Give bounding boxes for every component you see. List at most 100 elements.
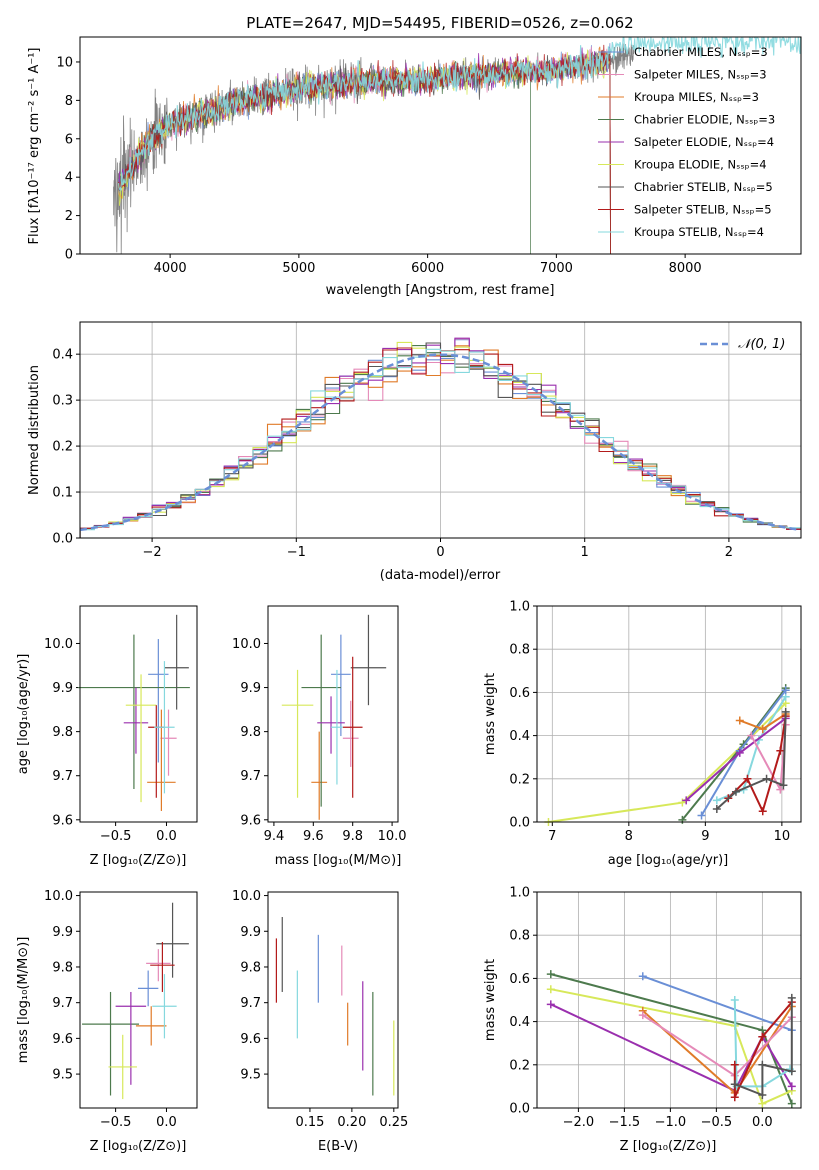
x-tick-label: 7: [548, 829, 556, 844]
weight-marker-kroupa-miles: [758, 725, 767, 734]
mass-vs-Z-ylabel: mass [log₁₀(M/M⊙)]: [16, 937, 31, 1064]
weight-marker-salpeter-stelib: [730, 1060, 739, 1069]
y-tick-label: 0.2: [52, 440, 73, 455]
x-tick-label: −0.5: [100, 829, 132, 844]
weight-line-kroupa-stelib: [733, 999, 791, 1088]
weight-marker-chabrier-stelib: [762, 774, 771, 783]
residuals-legend: 𝒩(0, 1): [700, 337, 785, 352]
mass-vs-ebv-panel: 0.15 0.20 0.25 9.5 9.6 9.7 9.8 9.9 10.0 E(B-V): [232, 889, 408, 1154]
gaussian-curve: [79, 353, 799, 532]
x-tick-label: 0.0: [156, 1115, 177, 1130]
y-tick-label: 1.0: [509, 600, 530, 615]
y-tick-label: 10.0: [44, 889, 73, 904]
weight-marker-salpeter-stelib: [743, 774, 752, 783]
y-tick-label: 6: [65, 132, 73, 147]
x-tick-label: −1: [287, 545, 306, 560]
age-vs-mass-xlabel: mass [log₁₀(M/M⊙)]: [275, 853, 402, 868]
x-tick-label: 2: [725, 545, 733, 560]
y-tick-label: 9.6: [240, 813, 261, 828]
x-tick-label: 0.15: [295, 1115, 324, 1130]
age-vs-Z-ylabel: age [log₁₀(age/yr)]: [16, 654, 31, 775]
weight-vs-Z-ylabel: mass weight: [483, 959, 498, 1041]
weight-marker-salpeter-miles: [776, 785, 785, 794]
weight-marker-salpeter-miles: [747, 731, 756, 740]
weight-marker-chabrier-stelib: [758, 1060, 767, 1069]
y-tick-label: 9.5: [240, 1068, 261, 1083]
y-tick-label: 9.7: [52, 769, 73, 784]
x-tick-label: 1: [581, 545, 589, 560]
x-tick-label: −1.5: [609, 1115, 641, 1130]
weight-line-salpeter-elodie: [550, 1003, 793, 1093]
weight-marker-chabrier-stelib: [712, 805, 721, 814]
y-tick-label: 0.4: [509, 1015, 530, 1030]
legend-label: Kroupa MILES, Nₛₛₚ=3: [634, 90, 759, 104]
x-tick-label: 0.20: [337, 1115, 366, 1130]
x-tick-label: −2.0: [563, 1115, 595, 1130]
mass-vs-Z-panel: −0.5 0.0 9.5 9.6 9.7 9.8 9.9 10.0 Z [log₁₀(Z/Z⊙…: [16, 889, 198, 1154]
y-tick-label: 9.9: [240, 681, 261, 696]
weight-marker-kroupa-stelib: [712, 796, 721, 805]
y-tick-label: 9.5: [52, 1068, 73, 1083]
x-tick-label: 0: [436, 545, 444, 560]
x-tick-label: 9: [701, 829, 709, 844]
gaussian-legend-label: 𝒩(0, 1): [738, 337, 785, 352]
legend-label: Chabrier ELODIE, Nₛₛₚ=3: [634, 113, 775, 127]
y-tick-label: 8: [65, 94, 73, 109]
y-tick-label: 0.0: [52, 532, 73, 547]
spectrum-xlabel: wavelength [Angstrom, rest frame]: [326, 283, 555, 298]
x-tick-label: −1.0: [655, 1115, 687, 1130]
residuals-ylabel: Normed distribution: [27, 365, 42, 495]
weight-marker-chabrier-stelib: [781, 707, 790, 716]
x-tick-label: 6000: [411, 261, 444, 276]
age-vs-Z-panel: −0.5 0.09.69.79.89.910.0 Z [log₁₀(Z/Z⊙)] …: [16, 605, 198, 868]
weight-marker-chabrier-elodie: [787, 1099, 796, 1108]
y-tick-label: 0.6: [509, 972, 530, 987]
y-tick-label: 9.7: [240, 769, 261, 784]
spectrum-ylabel: Flux [fλ10⁻¹⁷ erg cm⁻² s⁻¹ A⁻¹]: [27, 48, 42, 245]
plot-frame: [267, 605, 399, 823]
weight-marker-salpeter-stelib: [758, 1032, 767, 1041]
x-tick-label: 0.25: [379, 1115, 408, 1130]
x-tick-label: 0.0: [156, 829, 177, 844]
x-tick-label: 9.6: [303, 829, 324, 844]
y-tick-label: 10.0: [232, 889, 261, 904]
plot-frame: [536, 891, 802, 1109]
weight-marker-kroupa-miles: [735, 716, 744, 725]
weight-marker-kroupa-stelib: [730, 996, 739, 1004]
weight-marker-chabrier-elodie: [546, 970, 555, 979]
plot-frame: [79, 891, 198, 1109]
spectrum-title: PLATE=2647, MJD=54495, FIBERID=0526, z=0…: [246, 14, 633, 32]
x-tick-label: 8000: [669, 261, 702, 276]
residuals-xlabel: (data-model)/error: [380, 568, 501, 583]
weight-vs-age-xlabel: age [log₁₀(age/yr)]: [608, 853, 729, 868]
spectrum-panel: PLATE=2647, MJD=54495, FIBERID=0526, z=0…: [27, 14, 802, 298]
y-tick-label: 1.0: [509, 886, 530, 901]
weight-vs-age-ylabel: mass weight: [483, 673, 498, 755]
y-tick-label: 9.6: [52, 1032, 73, 1047]
legend-label: Salpeter ELODIE, Nₛₛₚ=4: [634, 135, 774, 149]
y-tick-label: 0.4: [509, 729, 530, 744]
weight-marker-chabrier-miles: [638, 972, 647, 981]
y-tick-label: 9.6: [240, 1032, 261, 1047]
weight-marker-chabrier-miles: [697, 811, 706, 820]
y-tick-label: 10: [56, 55, 73, 70]
weight-marker-chabrier-stelib: [730, 1080, 739, 1089]
model-spectrum-kroupa-stelib: [118, 37, 801, 191]
legend-label: Kroupa ELODIE, Nₛₛₚ=4: [634, 158, 767, 172]
legend-label: Chabrier STELIB, Nₛₛₚ=5: [634, 180, 773, 194]
y-tick-label: 0.2: [509, 772, 530, 787]
y-tick-label: 9.7: [52, 996, 73, 1011]
x-tick-label: −2: [143, 545, 162, 560]
x-tick-label: 10: [774, 829, 791, 844]
weight-marker-chabrier-stelib: [787, 1067, 796, 1076]
y-tick-label: 2: [65, 209, 73, 224]
weight-marker-salpeter-stelib: [730, 1093, 739, 1102]
weight-vs-age-panel: 7 8 9 10 0.0 0.2 0.4 0.6 0.8 1.0 age [log₁₀(age/y…: [483, 600, 802, 868]
weight-marker-chabrier-stelib: [787, 993, 796, 1002]
y-tick-label: 9.8: [240, 960, 261, 975]
weight-marker-salpeter-elodie: [735, 748, 744, 757]
weight-marker-salpeter-elodie: [787, 1082, 796, 1091]
x-tick-label: 0.0: [752, 1115, 773, 1130]
weight-marker-salpeter-elodie: [682, 796, 691, 805]
